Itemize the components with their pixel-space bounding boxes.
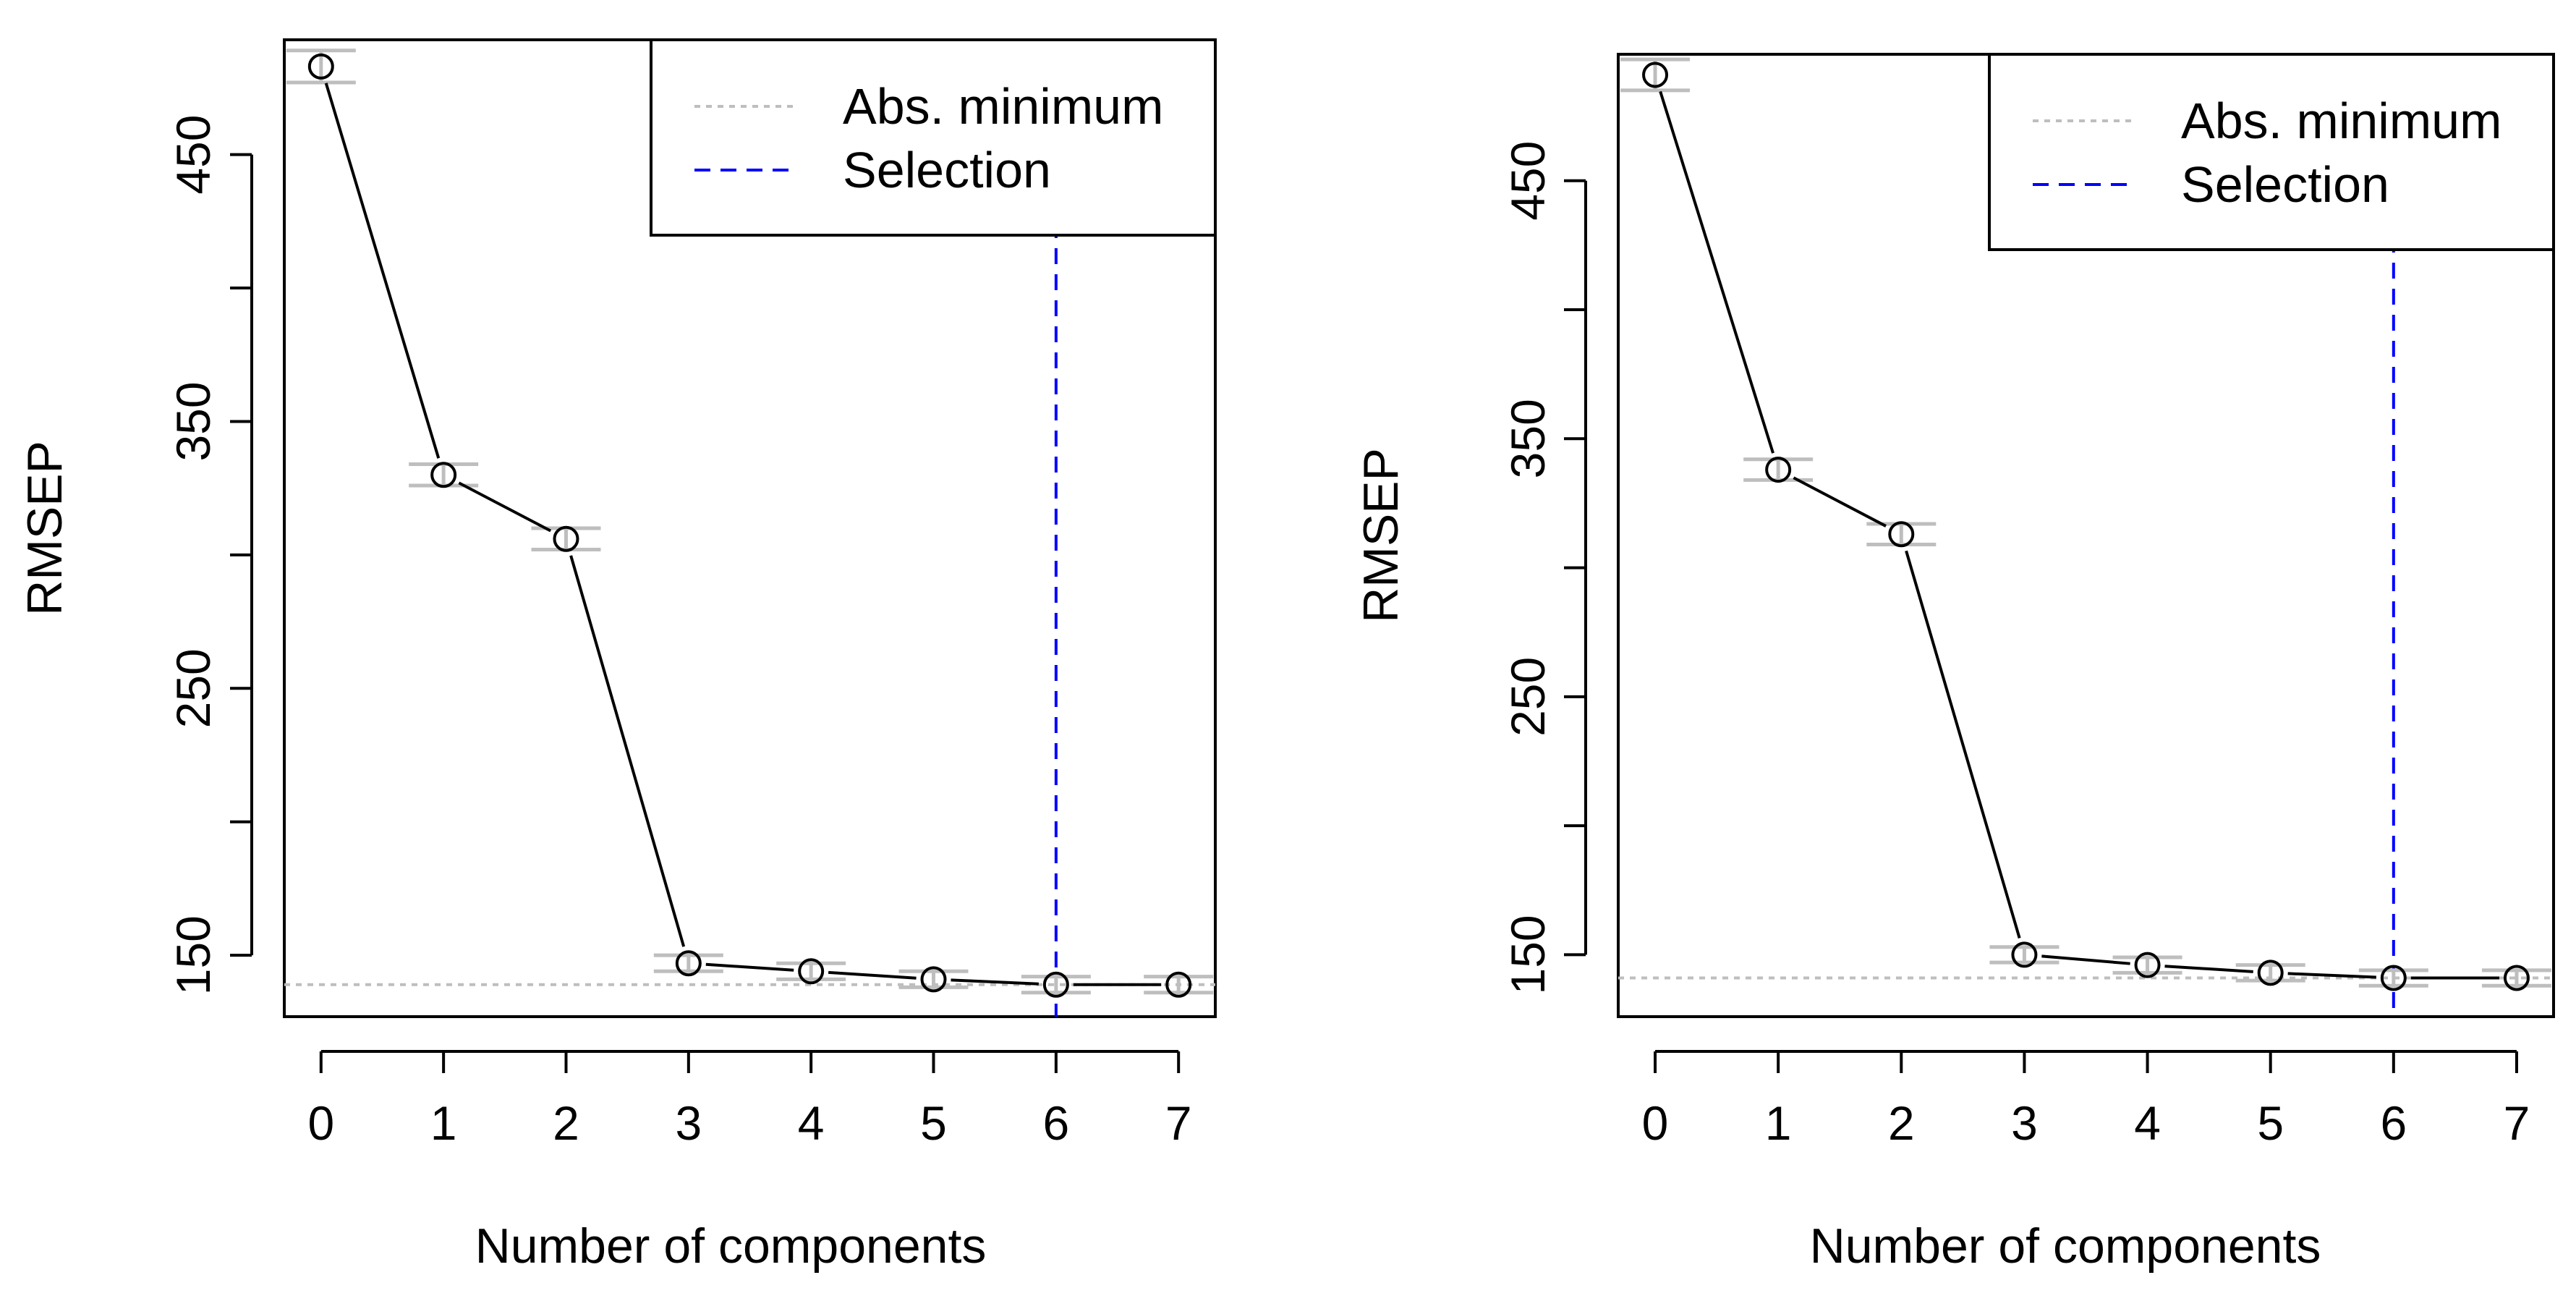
x-tick-label: 5 [920, 1096, 947, 1150]
series-segment [951, 978, 1039, 986]
x-axis: 0 1 2 3 4 5 6 7 [1642, 1050, 2530, 1150]
data-point [1888, 521, 1915, 548]
x-axis-title: Number of components [475, 1219, 987, 1274]
x-tick-label: 7 [1165, 1096, 1192, 1150]
y-tick-label: 350 [1501, 399, 1555, 478]
x-tick-label: 6 [1042, 1096, 1069, 1150]
data-point [675, 950, 702, 977]
y-tick-label: 450 [166, 115, 220, 195]
y-tick-label: 150 [1501, 915, 1555, 994]
x-axis: 0 1 2 3 4 5 6 7 [307, 1050, 1192, 1150]
series-segment [1793, 476, 1887, 528]
x-tick-label: 2 [1888, 1096, 1915, 1150]
data-point [2011, 941, 2038, 968]
series-segment [1659, 90, 1774, 454]
x-tick-label: 7 [2504, 1096, 2530, 1150]
x-tick-label: 4 [2134, 1096, 2161, 1150]
legend-box [650, 38, 1217, 237]
y-tick-label: 250 [166, 648, 220, 728]
data-point [2134, 952, 2161, 978]
data-point [1042, 971, 1069, 998]
y-axis: 150 250 350 450 [166, 115, 253, 995]
data-point [798, 958, 825, 985]
data-point [553, 525, 579, 552]
y-tick-label: 250 [1501, 657, 1555, 737]
chart-panel-1: 150 250 350 450 0 1 2 3 4 5 6 7 Number of components… [17, 38, 1217, 1274]
data-point [2503, 965, 2530, 991]
x-tick-label: 4 [798, 1096, 825, 1150]
x-tick-label: 0 [1642, 1096, 1669, 1150]
series-segment [1905, 550, 2021, 939]
x-tick-label: 5 [2257, 1096, 2284, 1150]
legend-box [1988, 53, 2555, 251]
series-segment [569, 555, 686, 947]
data-point [1642, 62, 1669, 88]
y-axis-title: RMSEP [1353, 448, 1408, 623]
series-segment [828, 970, 917, 980]
data-point [920, 966, 947, 993]
legend: Abs. minimum Selection [650, 38, 1217, 237]
data-point [2380, 965, 2407, 991]
series-segment [705, 962, 794, 972]
series-segment [458, 481, 552, 533]
x-tick-label: 1 [1765, 1096, 1792, 1150]
plot-area [284, 40, 1215, 1017]
legend-label-selection: Selection [2181, 156, 2389, 213]
y-tick-label: 450 [1501, 141, 1555, 221]
chart-panel-2: 150 250 350 450 0 1 2 3 4 5 6 7 Number of components… [1353, 53, 2555, 1274]
x-tick-label: 0 [307, 1096, 334, 1150]
data-point [307, 53, 334, 80]
series-segment [2041, 954, 2130, 965]
x-axis-title: Number of components [1810, 1219, 2321, 1274]
legend-label-abs-minimum: Abs. minimum [2181, 93, 2501, 149]
data-point [1765, 457, 1792, 483]
series-segment [2287, 972, 2376, 979]
series-segment [2164, 965, 2253, 973]
x-tick-label: 1 [430, 1096, 457, 1150]
data-point [2257, 959, 2284, 986]
data-point [430, 462, 457, 488]
legend-label-abs-minimum: Abs. minimum [843, 78, 1163, 135]
x-tick-label: 3 [2011, 1096, 2038, 1150]
x-tick-label: 6 [2380, 1096, 2407, 1150]
legend: Abs. minimum Selection [1988, 53, 2555, 251]
y-tick-label: 150 [166, 915, 220, 995]
data-point [1165, 971, 1192, 998]
y-tick-label: 350 [166, 381, 220, 461]
x-tick-label: 2 [553, 1096, 579, 1150]
series-segment [324, 82, 441, 459]
y-axis: 150 250 350 450 [1501, 141, 1587, 994]
legend-label-selection: Selection [843, 142, 1051, 198]
y-axis-title: RMSEP [17, 441, 72, 616]
x-tick-label: 3 [675, 1096, 702, 1150]
